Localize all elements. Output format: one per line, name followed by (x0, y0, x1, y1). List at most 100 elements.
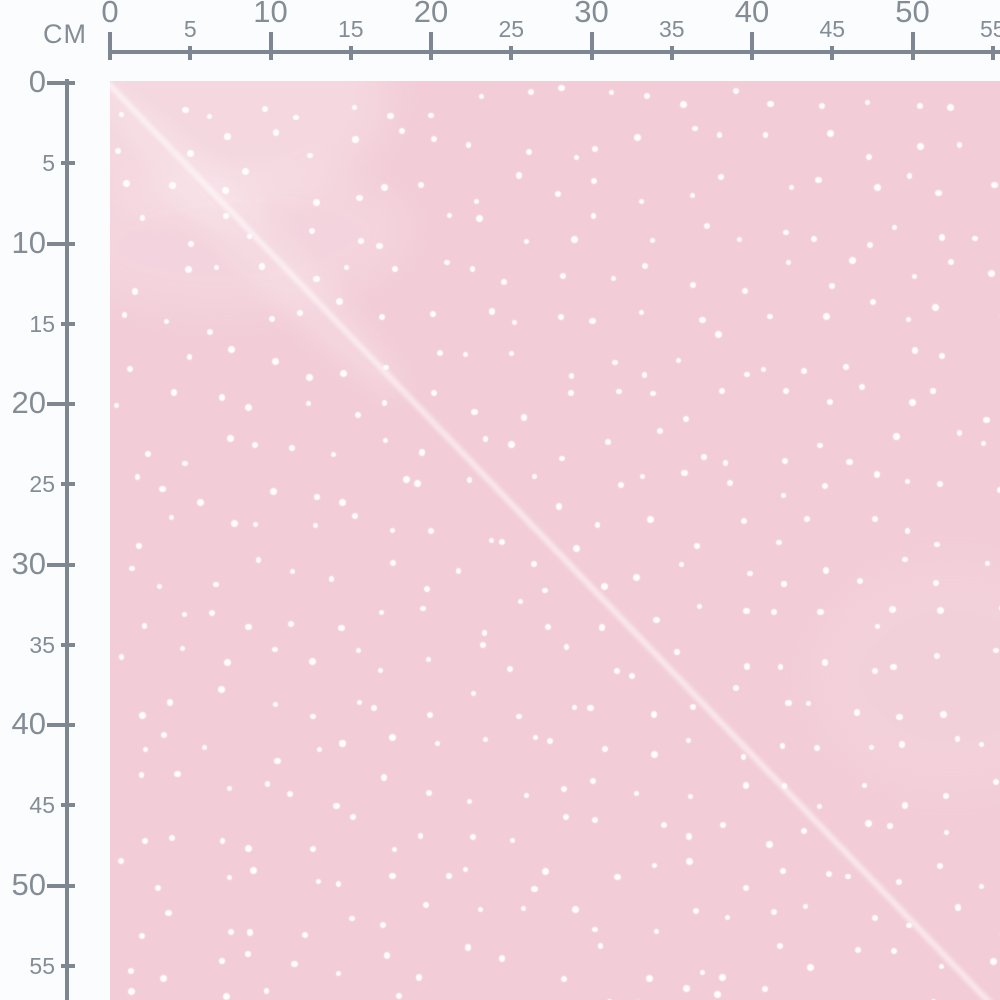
polka-dot (917, 102, 924, 109)
polka-dot (482, 736, 488, 743)
polka-dot (415, 974, 423, 981)
polka-dot (417, 833, 424, 839)
polka-dot (142, 838, 148, 844)
v-ruler-label-40: 40 (11, 706, 46, 741)
h-ruler-label-20: 20 (413, 0, 449, 29)
polka-dot (563, 644, 570, 650)
polka-dot (264, 781, 271, 787)
polka-dot (614, 873, 621, 881)
polka-dot (144, 451, 151, 457)
polka-dot (390, 528, 396, 534)
polka-dot (134, 474, 141, 480)
polka-dot (594, 522, 601, 528)
polka-dot (201, 744, 207, 750)
polka-dot (891, 947, 898, 954)
polka-dot (343, 264, 350, 271)
polka-dot (557, 314, 564, 321)
polka-dot (806, 700, 812, 707)
polka-dot (817, 442, 823, 449)
polka-dot (895, 878, 903, 886)
polka-dot (424, 586, 430, 592)
polka-dot (223, 993, 231, 1000)
polka-dot (188, 241, 194, 247)
v-ruler-label-15: 15 (29, 310, 55, 337)
polka-dot (166, 699, 174, 706)
polka-dot (601, 582, 609, 590)
polka-dot (686, 737, 692, 743)
polka-dot (649, 237, 656, 244)
polka-dot (561, 785, 568, 792)
polka-dot (972, 235, 978, 242)
polka-dot (741, 287, 748, 294)
polka-dot (683, 985, 691, 993)
polka-dot (801, 368, 807, 374)
polka-dot (680, 100, 687, 108)
polka-dot (245, 845, 253, 853)
polka-dot (718, 387, 725, 394)
polka-dot (118, 111, 124, 118)
polka-dot (940, 711, 947, 718)
polka-dot (822, 659, 829, 666)
polka-dot (704, 222, 711, 229)
polka-dot (328, 576, 335, 582)
polka-dot (182, 611, 188, 617)
polka-dot (733, 685, 739, 691)
polka-dot (379, 609, 385, 615)
polka-dot (218, 393, 226, 401)
polka-dot (650, 390, 656, 397)
polka-dot (258, 263, 265, 270)
polka-dot (932, 303, 939, 311)
polka-dot (466, 477, 473, 483)
polka-dot (782, 458, 788, 464)
polka-dot (159, 485, 166, 493)
polka-dot (141, 623, 148, 629)
polka-dot (912, 273, 918, 279)
polka-dot (602, 745, 608, 752)
fabric-fold-line (110, 81, 1000, 1000)
v-ruler-tick-35 (61, 642, 75, 647)
polka-dot (480, 641, 487, 648)
polka-dot (767, 313, 773, 320)
polka-dot (618, 482, 625, 489)
v-ruler-label-20: 20 (11, 385, 46, 420)
polka-dot (788, 184, 794, 190)
polka-dot (633, 134, 641, 141)
polka-dot (890, 663, 897, 671)
polka-dot (743, 663, 750, 670)
polka-dot (387, 112, 394, 120)
polka-dot (155, 884, 162, 891)
polka-dot (471, 690, 477, 696)
polka-dot (476, 215, 484, 223)
polka-dot (389, 559, 397, 567)
polka-dot (165, 909, 172, 917)
polka-dot (865, 99, 871, 106)
polka-dot (980, 440, 987, 447)
polka-dot (987, 270, 995, 278)
polka-dot (692, 125, 699, 132)
polka-dot (542, 867, 550, 875)
polka-dot (911, 347, 919, 354)
polka-dot (697, 603, 703, 609)
polka-dot (118, 858, 124, 865)
polka-dot (954, 736, 961, 742)
h-ruler-label-10: 10 (253, 0, 288, 29)
polka-dot (590, 213, 597, 219)
polka-dot (717, 174, 724, 181)
polka-dot (874, 184, 882, 191)
fabric-sheen-0 (110, 81, 402, 240)
polka-dot (810, 235, 818, 243)
fabric-sheen-3 (810, 561, 1000, 791)
polka-dot (508, 441, 515, 448)
vertical-ruler-line (65, 79, 69, 1000)
polka-dot (246, 233, 253, 240)
polka-dot (656, 428, 664, 435)
polka-dot (542, 587, 548, 593)
polka-dot (252, 521, 258, 527)
polka-dot (646, 975, 653, 982)
polka-dot (785, 259, 792, 265)
polka-dot (383, 952, 391, 959)
polka-dot (608, 89, 614, 95)
polka-dot (978, 741, 985, 748)
polka-dot (776, 539, 782, 546)
polka-dot (685, 858, 693, 865)
